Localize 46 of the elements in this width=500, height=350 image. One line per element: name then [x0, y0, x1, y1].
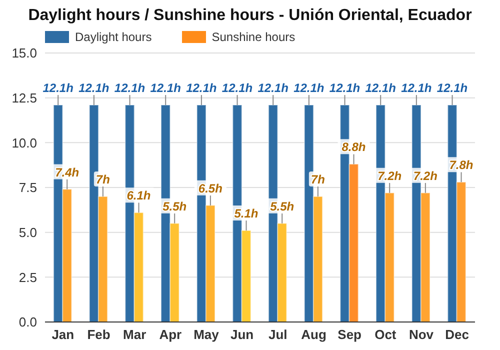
x-tick-label: Apr [159, 327, 182, 342]
data-label: 12.1h [114, 81, 146, 96]
data-label: 12.1h [436, 81, 468, 96]
data-label: 5.5h [162, 199, 187, 214]
data-label: 12.1h [365, 81, 396, 96]
data-label: 8.8h [342, 140, 366, 154]
data-label: 12.1h [294, 81, 324, 96]
legend-label: Sunshine hours [212, 30, 296, 44]
x-tick-label: Jun [230, 327, 254, 342]
y-tick-label: 5.0 [18, 224, 37, 240]
y-tick-label: 10.0 [12, 135, 37, 150]
y-tick-label: 12.5 [12, 90, 37, 106]
x-tick-label: Oct [374, 327, 397, 342]
data-label: 7h [96, 172, 110, 186]
data-label: 6.5h [198, 181, 222, 196]
data-label: 12.1h [150, 81, 181, 96]
legend-label: Daylight hours [75, 30, 152, 44]
data-label: 12.1h [329, 81, 360, 96]
data-label: 12.1h [401, 81, 432, 96]
data-label: 7.2h [378, 168, 402, 183]
x-tick-label: Jan [52, 327, 74, 342]
data-label: 7.2h [413, 168, 438, 183]
x-tick-label: Jul [268, 327, 288, 342]
data-label: 5.1h [234, 206, 258, 221]
data-label: 5.5h [270, 199, 294, 214]
x-tick-label: Dec [445, 327, 470, 342]
data-label: 12.1h [78, 81, 110, 96]
y-tick-label: 15.0 [12, 46, 37, 61]
data-label: 7.8h [449, 158, 474, 172]
y-tick-label: 7.5 [18, 180, 37, 196]
x-tick-label: Aug [301, 327, 326, 342]
data-label: 7.4h [55, 165, 80, 180]
data-label: 6.1h [126, 188, 151, 203]
y-tick-label: 2.5 [18, 270, 37, 285]
y-tick-label: 0.0 [18, 314, 37, 330]
data-label: 12.1h [222, 81, 253, 96]
data-label: 12.1h [42, 81, 74, 96]
x-tick-label: Feb [87, 327, 110, 342]
x-tick-label: Sep [338, 327, 362, 342]
data-label: 7h [310, 172, 325, 186]
chart-title: Daylight hours / Sunshine hours - Unión Oriental, Ecuador [27, 7, 473, 25]
data-label: 12.1h [186, 81, 217, 96]
x-tick-label: Nov [408, 327, 434, 342]
x-tick-label: Mar [123, 327, 146, 342]
x-tick-label: May [194, 327, 220, 342]
data-label: 12.1h [258, 81, 288, 96]
